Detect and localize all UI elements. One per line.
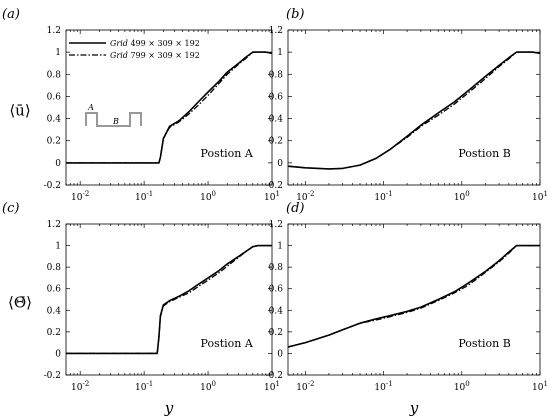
x-tick-label: 10-1 <box>374 380 392 393</box>
panel-a: -0.2 0 0.2 0.4 0.6 0.8 1 1.2 10-2 10-1 100 101 (a) Po… <box>2 7 280 203</box>
x-tick-label: 101 <box>264 190 280 203</box>
y-tick-label: -0.2 <box>44 181 61 191</box>
y-tick-label: 0.4 <box>47 306 62 316</box>
x-axis-label: y <box>409 399 419 417</box>
inset-label-b: B <box>112 117 119 126</box>
panel-b: -0.2 0 0.2 0.4 0.6 0.8 1 1.2 10-2 10-1 100 101 (b) Po… <box>266 7 548 203</box>
series-line-grid-799 <box>287 244 540 348</box>
geometry-inset: AB <box>85 103 142 127</box>
y-tick-label: -0.2 <box>44 371 61 381</box>
legend-label: Grid 799 × 309 × 192 <box>110 51 200 60</box>
y-tick-label: -0.2 <box>266 371 283 381</box>
y-tick-label: 0.6 <box>269 285 284 295</box>
x-tick-label: 10-1 <box>135 380 153 393</box>
x-tick-label: 10-2 <box>71 380 89 393</box>
series-line-grid-499 <box>287 244 540 348</box>
plot-frame <box>65 29 273 186</box>
x-tick-label: 10-1 <box>135 190 153 203</box>
x-tick-label: 10-2 <box>296 190 314 203</box>
position-label: Postion A <box>201 147 254 160</box>
y-tick-label: 1.2 <box>269 220 283 230</box>
plot-frame <box>65 223 273 376</box>
y-tick-label: 0 <box>277 159 283 169</box>
y-axis-label: ⟨Θ̄⟩ <box>8 294 32 312</box>
series-line-grid-799 <box>66 244 272 355</box>
y-tick-label: 0 <box>55 159 61 169</box>
series-line-grid-799 <box>287 51 541 170</box>
y-tick-label: 0.4 <box>269 306 284 316</box>
x-tick-label: 10-1 <box>374 190 392 203</box>
legend-label: Grid 499 × 309 × 192 <box>110 39 200 48</box>
y-axis-label: ⟨ū⟩ <box>9 102 30 120</box>
y-tick-label: 0.8 <box>47 263 62 273</box>
inset-label-a: A <box>87 103 94 112</box>
x-tick-label: 100 <box>454 190 470 203</box>
y-tick-label: 1.2 <box>47 220 61 230</box>
groove-profile <box>85 112 142 127</box>
series-line-grid-499 <box>66 244 272 355</box>
x-tick-label: 10-2 <box>296 380 314 393</box>
position-label: Postion B <box>458 147 510 160</box>
y-tick-label: 0.4 <box>47 115 62 125</box>
x-tick-label: 100 <box>200 380 216 393</box>
series-line-grid-799 <box>66 51 273 164</box>
x-tick-label: 100 <box>200 190 216 203</box>
x-tick-label: 100 <box>454 380 470 393</box>
y-tick-label: 1 <box>277 242 283 252</box>
y-tick-label: 0.8 <box>269 70 284 80</box>
y-tick-label: 0.6 <box>269 92 284 102</box>
y-tick-label: -0.2 <box>266 181 283 191</box>
panel-c: -0.2 0 0.2 0.4 0.6 0.8 1 1.2 10-2 10-1 100 101 (c) Po… <box>2 201 280 417</box>
panel-label: (c) <box>2 201 19 216</box>
y-tick-label: 0.6 <box>47 92 62 102</box>
panel-label: (b) <box>286 7 304 22</box>
y-tick-label: 0.2 <box>47 137 61 147</box>
y-tick-label: 0.2 <box>47 328 61 338</box>
position-label: Postion A <box>201 337 254 350</box>
x-tick-label: 10-2 <box>71 190 89 203</box>
plot-frame <box>287 29 541 186</box>
y-tick-label: 0.4 <box>269 115 284 125</box>
y-tick-label: 0.8 <box>47 70 62 80</box>
position-label: Postion B <box>458 337 510 350</box>
legend: Grid 499 × 309 × 192 Grid 799 × 309 × 192 <box>69 39 200 60</box>
x-tick-label: 101 <box>532 380 548 393</box>
panel-d: -0.2 0 0.2 0.4 0.6 0.8 1 1.2 10-2 10-1 100 101 (d) Po… <box>266 201 548 417</box>
y-tick-label: 1 <box>55 242 61 252</box>
y-tick-label: 0.2 <box>269 328 283 338</box>
y-tick-label: 1 <box>277 48 283 58</box>
plot-frame <box>287 223 541 376</box>
y-tick-label: 0 <box>277 349 283 359</box>
y-tick-label: 0.8 <box>269 263 284 273</box>
panel-label: (d) <box>286 201 304 216</box>
panel-label: (a) <box>2 7 20 22</box>
x-tick-label: 101 <box>264 380 280 393</box>
y-tick-label: 1.2 <box>47 26 61 36</box>
y-tick-label: 1 <box>55 48 61 58</box>
y-tick-label: 0.6 <box>47 285 62 295</box>
y-tick-label: 1.2 <box>269 26 283 36</box>
x-tick-label: 101 <box>532 190 548 203</box>
y-tick-label: 0.2 <box>269 137 283 147</box>
x-axis-label: y <box>164 399 174 417</box>
y-tick-label: 0 <box>55 349 61 359</box>
